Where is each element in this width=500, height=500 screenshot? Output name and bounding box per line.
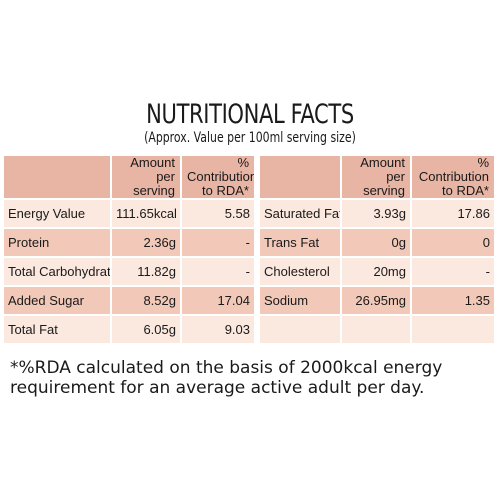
table-row: Total Carbohydrate 11.82g - (4, 258, 256, 287)
nutrient-rda: 17.04 (182, 287, 256, 316)
col-header-nutrient (260, 156, 342, 200)
nutrient-name: Cholesterol (260, 258, 342, 287)
nutrient-name: Trans Fat (260, 229, 342, 258)
nutrient-rda: 5.58 (182, 200, 256, 229)
nutrient-name: Added Sugar (4, 287, 112, 316)
table-row: Cholesterol 20mg - (260, 258, 496, 287)
nutrition-table-right: Amount per serving % Contribution to RDA… (260, 156, 496, 345)
nutrient-amount: 11.82g (112, 258, 182, 287)
nutrient-amount: 8.52g (112, 287, 182, 316)
nutrient-amount: 111.65kcal (112, 200, 182, 229)
nutrient-rda: 0 (412, 229, 496, 258)
table-row: Protein 2.36g - (4, 229, 256, 258)
table-row: Total Fat 6.05g 9.03 (4, 316, 256, 345)
table-row: Saturated Fat 3.93g 17.86 (260, 200, 496, 229)
nutrient-name: Protein (4, 229, 112, 258)
col-header-amount: Amount per serving (112, 156, 182, 200)
nutrient-name: Total Carbohydrate (4, 258, 112, 287)
nutrient-name: Energy Value (4, 200, 112, 229)
nutrient-rda (412, 316, 496, 345)
rda-footnote: *%RDA calculated on the basis of 2000kca… (10, 358, 443, 398)
col-header-nutrient (4, 156, 112, 200)
nutrient-amount: 26.95mg (342, 287, 412, 316)
nutrient-rda: 1.35 (412, 287, 496, 316)
nutrient-amount: 20mg (342, 258, 412, 287)
nutrient-rda: 17.86 (412, 200, 496, 229)
nutrient-amount: 0g (342, 229, 412, 258)
table-row: Trans Fat 0g 0 (260, 229, 496, 258)
nutrient-amount: 2.36g (112, 229, 182, 258)
nutrient-name: Saturated Fat (260, 200, 342, 229)
col-header-rda: % Contribution to RDA* (412, 156, 496, 200)
nutrient-rda: - (182, 229, 256, 258)
col-header-rda: % Contribution to RDA* (182, 156, 256, 200)
table-row: Energy Value 111.65kcal 5.58 (4, 200, 256, 229)
nutrient-amount: 3.93g (342, 200, 412, 229)
page-title: NUTRITIONAL FACTS (146, 99, 354, 130)
table-row: Added Sugar 8.52g 17.04 (4, 287, 256, 316)
table-row (260, 316, 496, 345)
nutrient-rda: - (412, 258, 496, 287)
nutrient-amount (342, 316, 412, 345)
nutrient-name (260, 316, 342, 345)
nutrient-rda: 9.03 (182, 316, 256, 345)
table-row: Sodium 26.95mg 1.35 (260, 287, 496, 316)
nutrient-name: Total Fat (4, 316, 112, 345)
nutrient-rda: - (182, 258, 256, 287)
serving-size-note: (Approx. Value per 100ml serving size) (144, 130, 356, 146)
col-header-amount: Amount per serving (342, 156, 412, 200)
nutrient-name: Sodium (260, 287, 342, 316)
nutrient-amount: 6.05g (112, 316, 182, 345)
nutrition-table-left: Amount per serving % Contribution to RDA… (4, 156, 256, 345)
